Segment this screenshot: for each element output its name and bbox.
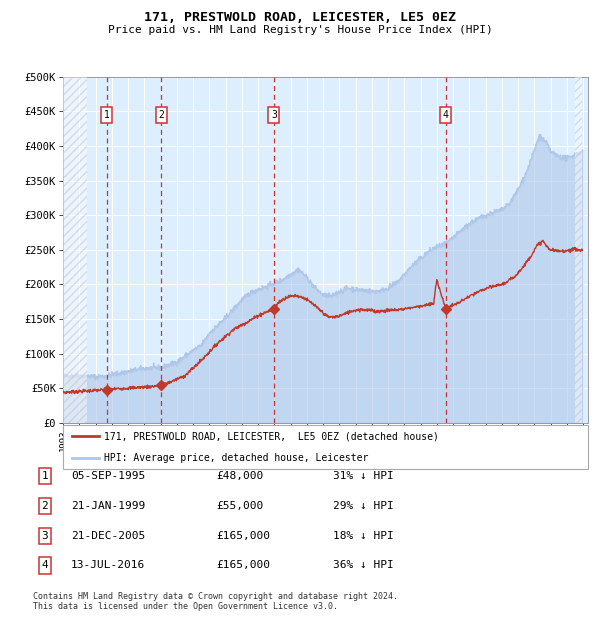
Text: 3: 3 bbox=[271, 110, 277, 120]
Text: £48,000: £48,000 bbox=[216, 471, 263, 481]
Text: 4: 4 bbox=[443, 110, 449, 120]
Text: 2: 2 bbox=[158, 110, 164, 120]
Text: 05-SEP-1995: 05-SEP-1995 bbox=[71, 471, 145, 481]
Text: 171, PRESTWOLD ROAD, LEICESTER, LE5 0EZ: 171, PRESTWOLD ROAD, LEICESTER, LE5 0EZ bbox=[144, 11, 456, 24]
Text: HPI: Average price, detached house, Leicester: HPI: Average price, detached house, Leic… bbox=[104, 453, 368, 463]
Text: 1: 1 bbox=[104, 110, 109, 120]
Text: 13-JUL-2016: 13-JUL-2016 bbox=[71, 560, 145, 570]
Text: 1: 1 bbox=[41, 471, 49, 481]
Text: Contains HM Land Registry data © Crown copyright and database right 2024.: Contains HM Land Registry data © Crown c… bbox=[33, 592, 398, 601]
Text: 21-DEC-2005: 21-DEC-2005 bbox=[71, 531, 145, 541]
Text: 29% ↓ HPI: 29% ↓ HPI bbox=[333, 501, 394, 511]
Text: 36% ↓ HPI: 36% ↓ HPI bbox=[333, 560, 394, 570]
Text: £55,000: £55,000 bbox=[216, 501, 263, 511]
Text: This data is licensed under the Open Government Licence v3.0.: This data is licensed under the Open Gov… bbox=[33, 602, 338, 611]
Text: 31% ↓ HPI: 31% ↓ HPI bbox=[333, 471, 394, 481]
Text: 3: 3 bbox=[41, 531, 49, 541]
Text: 4: 4 bbox=[41, 560, 49, 570]
Text: 18% ↓ HPI: 18% ↓ HPI bbox=[333, 531, 394, 541]
Text: 21-JAN-1999: 21-JAN-1999 bbox=[71, 501, 145, 511]
Text: £165,000: £165,000 bbox=[216, 560, 270, 570]
Text: 2: 2 bbox=[41, 501, 49, 511]
Text: 171, PRESTWOLD ROAD, LEICESTER,  LE5 0EZ (detached house): 171, PRESTWOLD ROAD, LEICESTER, LE5 0EZ … bbox=[104, 432, 439, 441]
Text: Price paid vs. HM Land Registry's House Price Index (HPI): Price paid vs. HM Land Registry's House … bbox=[107, 25, 493, 35]
FancyBboxPatch shape bbox=[63, 425, 588, 469]
Text: £165,000: £165,000 bbox=[216, 531, 270, 541]
